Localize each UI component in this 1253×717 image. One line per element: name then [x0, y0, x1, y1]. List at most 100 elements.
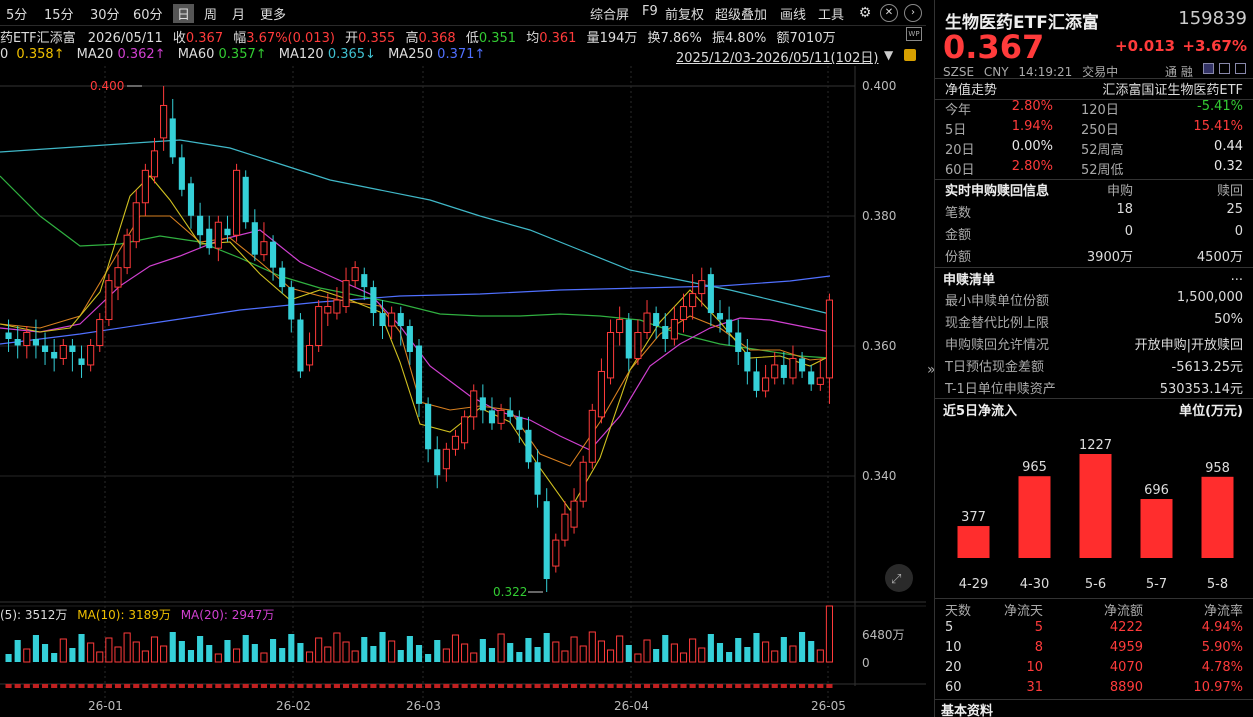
candle-body	[406, 326, 413, 352]
flow-header: 近5日净流入 单位(万元)	[943, 404, 1243, 419]
indicator-bar	[561, 684, 568, 688]
inflow-value-label: 958	[1205, 461, 1230, 476]
indicator-bar	[716, 684, 724, 688]
volume-bar	[288, 634, 295, 662]
period-30min[interactable]: 30分	[90, 8, 120, 23]
draw-line-button[interactable]: 画线	[780, 8, 807, 23]
forward-adjust-button[interactable]: 前复权	[665, 8, 705, 23]
volume-bar	[59, 638, 67, 663]
chevron-right-icon[interactable]: ›	[904, 4, 922, 22]
period-more[interactable]: 更多	[260, 8, 287, 23]
volume-bar	[470, 652, 478, 663]
ma-legend-row: 0 0.358↑ MA20 0.362↑ MA60 0.357↑ MA120 0…	[0, 47, 485, 62]
volume-bar	[14, 640, 21, 662]
creation-list-row: 现金替代比例上限 50%	[945, 312, 1243, 331]
indicator-bar	[279, 684, 286, 688]
tools-button[interactable]: 工具	[818, 8, 845, 23]
dropdown-arrow-icon[interactable]: ▼	[884, 48, 894, 62]
more-icon[interactable]: ...	[1230, 269, 1243, 284]
candle-body	[662, 326, 669, 339]
composite-screen-button[interactable]: 综合屏	[590, 8, 630, 23]
nav-row[interactable]: 净值走势 汇添富国证生物医药ETF	[943, 79, 1243, 99]
period-day[interactable]: 日	[173, 4, 195, 23]
expand-icon[interactable]	[885, 564, 913, 592]
inflow-category-label: 5-6	[1085, 577, 1106, 592]
candle-body	[825, 299, 834, 379]
volume-bar	[114, 646, 122, 663]
volume-bar	[132, 641, 140, 663]
volume-bar	[753, 633, 760, 662]
edit-icon[interactable]	[1203, 63, 1214, 74]
candle-body	[242, 176, 249, 223]
avg-value: 0.361	[539, 31, 577, 46]
indicator-bar	[698, 684, 705, 688]
x-tick: 26-03	[406, 699, 441, 713]
period-week[interactable]: 周	[204, 8, 218, 23]
volume-bar	[808, 641, 815, 662]
indicator-bar	[342, 684, 350, 688]
quote-date: 2026/05/11	[87, 31, 163, 46]
ma120-line	[0, 139, 831, 315]
wp-badge-icon[interactable]: WP	[906, 27, 922, 41]
indicator-bar	[817, 684, 824, 688]
flow-table-header: 天数 净流天 净流额 净流率	[945, 604, 1243, 619]
volume-bar	[270, 639, 277, 662]
y-tick: 0.360	[862, 339, 896, 353]
creation-list-header[interactable]: 申赎清单 ...	[943, 269, 1243, 288]
y-tick: 0.380	[862, 209, 896, 223]
volume-bar	[41, 644, 49, 662]
volume-bar	[150, 636, 159, 663]
volume-bar	[105, 637, 113, 663]
close-icon[interactable]: ✕	[880, 4, 898, 22]
ma5-label: 0	[0, 47, 9, 62]
kline-chart[interactable]: 0.400 0.322 0.400 0.380 0.360 0.340 ⤢ (5…	[0, 66, 926, 717]
candle-body	[525, 429, 532, 463]
volume-bar	[735, 638, 742, 662]
settings-gear-icon[interactable]: ⚙	[858, 5, 872, 21]
candle-body	[470, 390, 478, 418]
window-icon[interactable]	[1219, 63, 1230, 74]
candle-body	[497, 409, 505, 424]
indicator-bar	[224, 684, 231, 688]
indicator-bar	[114, 684, 122, 688]
last-price: 0.367	[943, 28, 1045, 66]
volume-bar	[160, 645, 168, 663]
volume-bar	[279, 648, 286, 662]
indicator-bar	[461, 684, 468, 688]
indicator-bar	[735, 684, 742, 688]
candle-body	[178, 157, 185, 190]
volume-bar	[78, 634, 85, 662]
volume-bar	[96, 651, 104, 663]
indicator-bar	[488, 684, 496, 688]
candle-body	[789, 357, 797, 379]
open-label: 开	[345, 31, 359, 46]
turnover-label: 换	[647, 31, 661, 46]
f9-button[interactable]: F9	[642, 4, 658, 19]
basic-info-header[interactable]: 基本资料	[941, 704, 994, 717]
subscription-row: 笔数 18 25	[945, 202, 1243, 221]
x-tick: 26-02	[276, 699, 311, 713]
flow-table-row: 60 31 8890 10.97%	[945, 680, 1243, 695]
lock-icon[interactable]	[904, 49, 916, 61]
creation-list-row: T日预估现金差额 -5613.25元	[945, 360, 1243, 375]
period-15min[interactable]: 15分	[44, 8, 74, 23]
grid-icon[interactable]	[1235, 63, 1246, 74]
period-month[interactable]: 月	[232, 8, 246, 23]
period-5min[interactable]: 5分	[6, 8, 28, 23]
trading-status: 交易中	[1082, 65, 1119, 79]
candle-body	[670, 319, 678, 340]
date-range-label[interactable]: 2025/12/03-2026/05/11(102日)	[676, 51, 879, 66]
x-tick: 26-04	[614, 699, 649, 713]
volume-bar	[461, 643, 469, 663]
overlay-button[interactable]: 超级叠加	[715, 8, 768, 23]
low-label: 低	[465, 31, 479, 46]
candle-body	[233, 169, 241, 236]
indicator-bar	[233, 684, 240, 688]
candle-body	[23, 332, 31, 346]
volume-bar	[789, 645, 797, 663]
candle-body	[5, 332, 12, 339]
candle-body	[415, 345, 423, 404]
collapse-panel-icon[interactable]: »	[927, 362, 936, 378]
period-60min[interactable]: 60分	[133, 8, 163, 23]
indicator-bar	[580, 684, 587, 688]
